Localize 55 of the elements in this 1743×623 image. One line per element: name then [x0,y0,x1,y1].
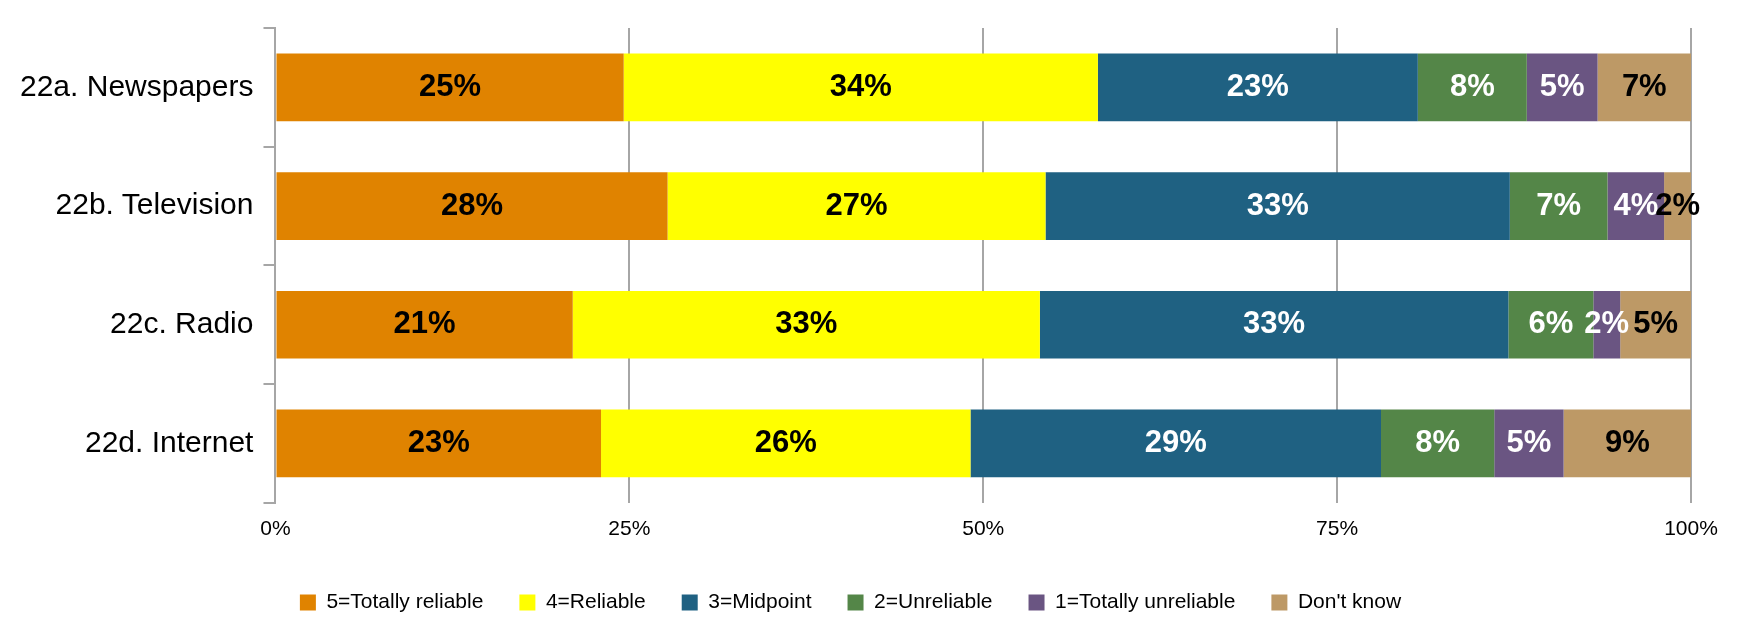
legend-label: 3=Midpoint [708,589,812,613]
data-label: 26% [754,424,817,459]
bar [572,290,1040,359]
bar [1509,172,1608,240]
bar [1097,53,1418,122]
bar [1039,290,1509,359]
data-label: 23% [1226,67,1289,103]
bar [276,53,624,122]
bar [276,290,573,359]
data-label: 28% [440,186,504,222]
x-tick-label: 25% [608,516,651,540]
bar [601,409,971,478]
bar [623,53,1098,122]
data-label: 5% [1506,424,1552,459]
data-label: 5% [1633,305,1679,341]
bar [970,409,1381,478]
data-label: 27% [825,186,888,222]
data-label: 5% [1539,67,1585,103]
bar [1563,409,1691,478]
legend-label: 1=Totally unreliable [1055,589,1236,613]
data-label: 21% [393,305,456,341]
legend-label: 4=Reliable [545,589,646,613]
x-tick-label: 50% [962,516,1005,540]
data-label: 8% [1449,67,1495,103]
data-label: 34% [829,67,892,103]
data-label: 23% [407,424,470,459]
legend-label: 2=Unreliable [874,589,993,613]
legend-label: Don't know [1297,589,1402,613]
bar [1381,409,1495,478]
legend-label: 5=Totally reliable [326,589,484,613]
data-label: 33% [1243,305,1306,341]
bar [1417,53,1527,122]
bar [276,172,668,240]
y-tick-label: 22a. Newspapers [20,68,254,102]
bar [1045,172,1510,240]
data-label: 7% [1621,67,1667,103]
data-label: 7% [1536,186,1582,222]
y-tick-label: 22d. Internet [85,424,255,458]
x-tick-label: 100% [1664,516,1718,540]
x-tick-label: 0% [260,516,291,540]
data-label: 6% [1528,305,1574,341]
y-tick-label: 22c. Radio [110,306,254,340]
x-tick-label: 75% [1316,516,1359,540]
data-label: 29% [1144,424,1207,459]
data-label: 2% [1584,305,1630,341]
data-label: 9% [1604,424,1650,459]
data-label: 33% [775,305,838,341]
bar [667,172,1046,240]
bar [1597,53,1691,122]
data-label: 4% [1613,186,1659,222]
y-tick-label: 22b. Television [55,187,254,221]
bar [276,409,602,478]
data-label: 33% [1246,186,1309,222]
data-label: 25% [419,67,482,103]
data-label: 8% [1415,424,1461,459]
